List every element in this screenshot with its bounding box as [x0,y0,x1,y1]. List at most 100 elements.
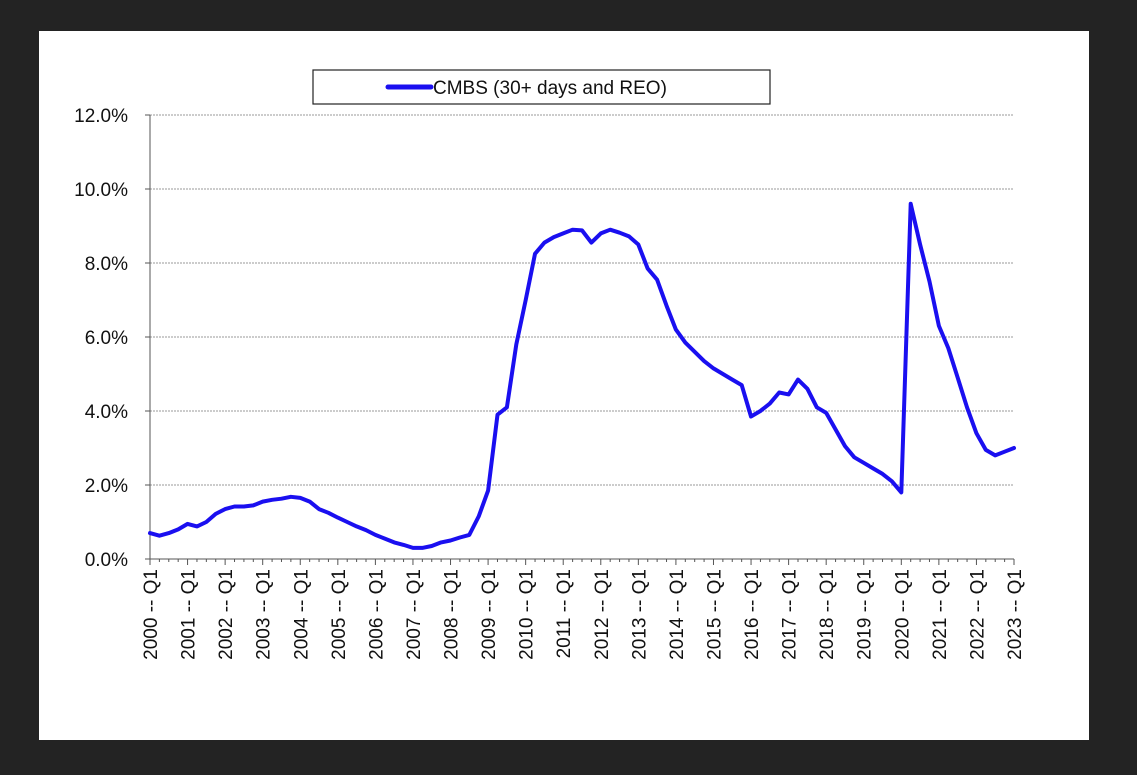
data-point [655,278,659,282]
data-point [571,228,575,232]
x-axis-tick-labels: 2000 -- Q1 2001 -- Q1 2002 -- Q1 2003 -- Q1… [141,569,1026,660]
data-point [1012,446,1016,450]
x-tick-label: 2002 -- Q1 [216,569,237,660]
x-tick-label: 2022 -- Q1 [967,569,988,660]
data-point [439,540,443,544]
data-point [993,453,997,457]
y-tick-label: 0.0% [85,550,128,571]
legend-label: CMBS (30+ days and REO) [433,78,667,99]
data-point [834,428,838,432]
data-point [693,350,697,354]
x-tick-label: 2013 -- Q1 [629,569,650,660]
series-layer [148,201,1016,550]
data-point [477,514,481,518]
data-point [289,495,293,499]
data-point [599,231,603,235]
x-tick-label: 2009 -- Q1 [479,569,500,660]
data-point [674,328,678,332]
x-tick-label: 2018 -- Q1 [817,569,838,660]
data-point [721,372,725,376]
data-point [815,405,819,409]
data-point [627,234,631,238]
data-point [589,241,593,245]
data-point [749,415,753,419]
data-point [279,497,283,501]
x-tick-label: 2020 -- Q1 [892,569,913,660]
data-point [449,539,453,543]
data-point [881,472,885,476]
data-point [787,392,791,396]
data-point [918,243,922,247]
data-point [345,520,349,524]
data-point [984,448,988,452]
data-point [758,409,762,413]
data-point [740,383,744,387]
data-point [186,522,190,526]
data-point [965,405,969,409]
data-point [214,512,218,516]
data-point [824,411,828,415]
data-point [890,479,894,483]
data-point [298,496,302,500]
data-point [561,231,565,235]
data-point [195,524,199,528]
x-tick-label: 2014 -- Q1 [667,569,688,660]
data-point [336,516,340,520]
y-axis-tick-labels: 0.0% 2.0% 4.0% 6.0% 8.0% 10.0% 12.0% [74,106,128,571]
data-point [364,528,368,532]
line-chart: 0.0% 2.0% 4.0% 6.0% 8.0% 10.0% 12.0% 2000 -- Q… [74,69,1026,660]
data-point [711,366,715,370]
data-point [1003,450,1007,454]
y-tick-label: 8.0% [85,254,128,275]
data-point [524,298,528,302]
data-point [242,504,246,508]
x-tick-label: 2007 -- Q1 [404,569,425,660]
y-tick-label: 6.0% [85,328,128,349]
data-point [852,455,856,459]
data-point [467,533,471,537]
data-point [777,391,781,395]
data-point [411,546,415,550]
x-tick-label: 2004 -- Q1 [291,569,312,660]
chart-card: 0.0% 2.0% 4.0% 6.0% 8.0% 10.0% 12.0% 2000 -- Q… [39,31,1089,740]
data-point [458,536,462,540]
data-point [505,405,509,409]
x-tick-label: 2023 -- Q1 [1005,569,1026,660]
data-point [843,444,847,448]
data-point [514,342,518,346]
data-point [730,378,734,382]
data-point [270,498,274,502]
data-point [899,490,903,494]
data-point [392,540,396,544]
x-tick-label: 2015 -- Q1 [704,569,725,660]
data-point [636,243,640,247]
data-point [430,544,434,548]
data-point [373,533,377,537]
data-point [148,531,152,535]
data-point [974,431,978,435]
data-point [608,228,612,232]
data-point [946,346,950,350]
data-point [871,466,875,470]
data-point [176,527,180,531]
x-tick-label: 2016 -- Q1 [742,569,763,660]
x-tick-label: 2017 -- Q1 [780,569,801,660]
data-point [618,231,622,235]
x-tick-label: 2008 -- Q1 [442,569,463,660]
y-tick-label: 4.0% [85,402,128,423]
data-point [702,359,706,363]
data-point [326,511,330,515]
data-point [486,489,490,493]
x-tick-label: 2021 -- Q1 [930,569,951,660]
x-tick-label: 2000 -- Q1 [141,569,162,660]
data-point [308,500,312,504]
data-point [768,402,772,406]
x-tick-label: 2011 -- Q1 [554,569,575,658]
x-tick-label: 2003 -- Q1 [254,569,275,660]
data-point [909,202,913,206]
data-point [204,520,208,524]
axes [145,114,1015,565]
data-point [402,543,406,547]
data-point [157,534,161,538]
gridlines [150,114,1014,486]
